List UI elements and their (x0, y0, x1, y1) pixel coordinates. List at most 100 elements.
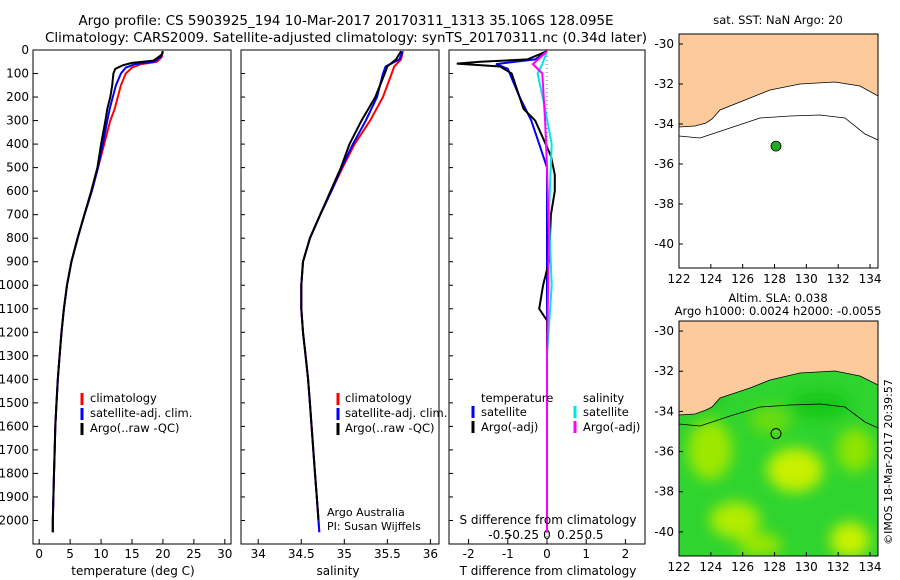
latitude-tick-label: -30 (654, 37, 674, 51)
difference-series-salinity-sal_argo (531, 50, 550, 533)
legend-satellite: satellite-adj. clim. (90, 406, 192, 420)
sst-map-frame (678, 33, 879, 269)
salinity-legend: climatology satellite-adj. clim. Argo(..… (336, 391, 447, 435)
salinity-profiles (300, 50, 404, 533)
legend-argo: Argo(..raw -QC) (345, 421, 435, 435)
latitude-tick-label: -34 (654, 117, 674, 131)
salinity-axis-ticks: 34 34.5 35 35.5 36 (241, 49, 453, 561)
temperature-tick-label: 10 (93, 547, 108, 561)
legend-climatology: climatology (345, 391, 412, 405)
legend-t-argo: Argo(-adj) (481, 420, 538, 434)
salinity-tick-label: 34.5 (288, 547, 315, 561)
t-difference-tick-label: 2 (622, 547, 630, 561)
sla-map-bathymetry-contour (678, 403, 879, 429)
figure-title: Argo profile: CS 5903925_194 10-Mar-2017… (78, 13, 613, 29)
t-difference-tick-label: -2 (463, 547, 475, 561)
salinity-series-argo (300, 50, 402, 521)
s-difference-tick-label: 0.5 (584, 528, 603, 542)
pi-institution: Argo Australia (327, 506, 405, 519)
legend-s-satellite: satellite (583, 405, 629, 419)
t-difference-axis-label: T difference from climatology (459, 564, 637, 578)
sst-map-land (678, 33, 879, 128)
longitude-tick-label: 126 (731, 560, 754, 574)
depth-tick-label: 600 (6, 184, 29, 198)
depth-axis-ticks: 0 100 200 300 400 500 600 700 800 900 1000 1100 1200… (0, 43, 38, 527)
figure-subtitle: Climatology: CARS2009. Satellite-adjuste… (45, 30, 647, 46)
salinity-tick-label: 35 (337, 547, 352, 561)
sst-map: 122 124 126 128 130 132 134 -30 -32 -34 -36 -38 -40 (654, 33, 881, 286)
sla-map-land (678, 320, 879, 416)
temperature-tick-label: 15 (124, 547, 139, 561)
legend-t-satellite: satellite (481, 405, 527, 419)
longitude-tick-label: 128 (763, 272, 786, 286)
difference-legend: temperature salinity satellite Argo(-adj… (471, 391, 640, 434)
longitude-tick-label: 132 (827, 560, 850, 574)
salinity-tick-label: 34 (251, 547, 266, 561)
legend-climatology: climatology (90, 391, 157, 405)
sst-map-title: sat. SST: NaN Argo: 20 (713, 13, 843, 27)
temperature-profiles (51, 50, 164, 533)
t-difference-tick-label: -1 (502, 547, 514, 561)
longitude-tick-label: 124 (699, 272, 722, 286)
depth-tick-label: 500 (6, 161, 29, 175)
depth-tick-label: 1300 (0, 349, 29, 363)
longitude-tick-label: 124 (699, 560, 722, 574)
legend-argo: Argo(..raw -QC) (90, 421, 180, 435)
longitude-tick-label: 122 (668, 272, 691, 286)
latitude-tick-label: -36 (654, 445, 674, 459)
latitude-tick-label: -36 (654, 157, 674, 171)
depth-tick-label: 1000 (0, 278, 29, 292)
depth-tick-label: 1500 (0, 396, 29, 410)
legend-salinity-title: salinity (583, 391, 624, 405)
depth-tick-label: 800 (6, 231, 29, 245)
depth-tick-label: 300 (6, 114, 29, 128)
t-difference-tick-label: 1 (582, 547, 590, 561)
legend-s-argo: Argo(-adj) (583, 420, 640, 434)
legend-temperature-title: temperature (481, 391, 553, 405)
s-difference-tick-label: 0.25 (557, 528, 584, 542)
sla-map-anomaly-blobs (680, 383, 873, 556)
depth-tick-label: 1900 (0, 490, 29, 504)
temperature-tick-label: 20 (155, 547, 170, 561)
temperature-tick-label: 0 (35, 547, 43, 561)
temperature-legend: climatology satellite-adj. clim. Argo(..… (80, 391, 192, 435)
temperature-tick-label: 5 (66, 547, 74, 561)
sla-map: 122 124 126 128 130 132 134 -30 -32 -34 -36 -38 -40 (654, 320, 881, 574)
sla-map-ticks: 122 124 126 128 130 132 134 -30 -32 -34 -36 -38 -40 (654, 324, 881, 574)
depth-tick-label: 700 (6, 208, 29, 222)
depth-tick-label: 1200 (0, 325, 29, 339)
depth-tick-label: 1700 (0, 443, 29, 457)
temperature-tick-label: 30 (217, 547, 232, 561)
s-difference-tick-label: -0.5 (488, 528, 511, 542)
sst-map-bathymetry-contour (678, 114, 879, 141)
salinity-tick-label: 35.5 (374, 547, 401, 561)
sst-map-ticks: 122 124 126 128 130 132 134 -30 -32 -34 -36 -38 -40 (654, 37, 881, 286)
t-difference-tick-label: 0 (543, 547, 551, 561)
temperature-series-argo (51, 50, 164, 533)
s-difference-axis-label: S difference from climatology (460, 513, 637, 527)
temperature-axes (32, 49, 232, 545)
depth-tick-label: 900 (6, 255, 29, 269)
sst-map-argo-marker (770, 140, 782, 152)
sla-map-argo-marker (770, 428, 782, 440)
depth-tick-label: 1600 (0, 419, 29, 433)
legend-satellite: satellite-adj. clim. (345, 406, 447, 420)
difference-profiles (456, 50, 556, 533)
latitude-tick-label: -32 (654, 77, 674, 91)
depth-tick-label: 2000 (0, 513, 29, 527)
temperature-tick-label: 25 (186, 547, 201, 561)
temperature-axis-label: temperature (deg C) (71, 564, 194, 578)
longitude-tick-label: 132 (827, 272, 850, 286)
latitude-tick-label: -32 (654, 364, 674, 378)
depth-tick-label: 100 (6, 67, 29, 81)
depth-tick-label: 0 (21, 43, 29, 57)
sla-map-title: Altim. SLA: 0.038 (728, 291, 827, 305)
imos-timestamp: ©IMOS 18-Mar-2017 20:39:57 (882, 379, 895, 545)
temperature-axis-ticks: 0 5 10 15 20 25 30 (35, 539, 232, 561)
s-difference-tick-label: -0.25 (508, 528, 539, 542)
depth-tick-label: 400 (6, 137, 29, 151)
latitude-tick-label: -40 (654, 237, 674, 251)
pi-name: PI: Susan Wijffels (327, 520, 421, 533)
longitude-tick-label: 134 (859, 560, 882, 574)
